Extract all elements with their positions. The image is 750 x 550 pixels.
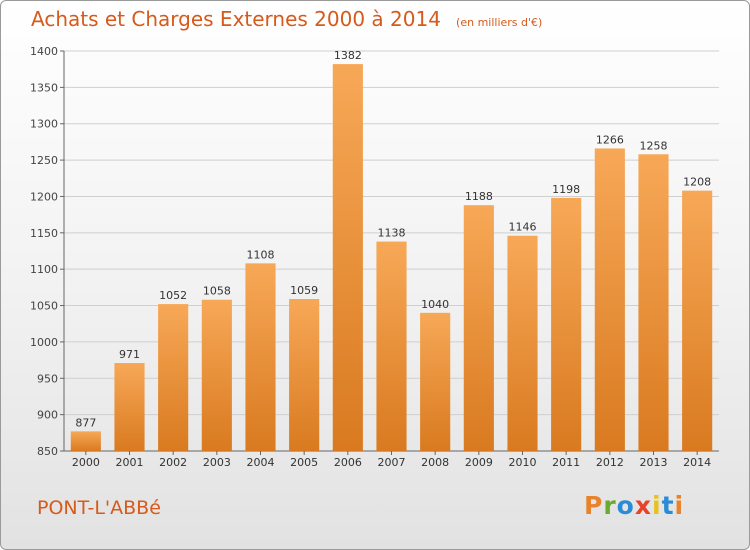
bar-2004 xyxy=(245,263,276,451)
x-tick-label: 2000 xyxy=(72,456,100,469)
bar-value-label: 1258 xyxy=(640,139,668,152)
bar-2000 xyxy=(70,431,101,451)
bar-value-label: 1108 xyxy=(247,248,275,261)
x-tick-label: 2013 xyxy=(640,456,668,469)
brand-logo: Proxiti xyxy=(584,491,685,520)
bar-2001 xyxy=(114,363,145,451)
x-tick-label: 2011 xyxy=(552,456,580,469)
chart-title-row: Achats et Charges Externes 2000 à 2014 (… xyxy=(31,7,542,31)
x-tick-label: 2005 xyxy=(290,456,318,469)
y-tick-label: 1200 xyxy=(30,190,58,203)
bar-value-label: 1052 xyxy=(159,289,187,302)
bar-2013 xyxy=(638,154,669,452)
y-tick-label: 900 xyxy=(37,409,58,422)
bar-2012 xyxy=(594,148,625,452)
bar-value-label: 1382 xyxy=(334,49,362,62)
x-tick-label: 2014 xyxy=(683,456,711,469)
bar-2002 xyxy=(158,304,189,451)
y-tick-label: 950 xyxy=(37,372,58,385)
y-tick-label: 1100 xyxy=(30,263,58,276)
y-tick-label: 1250 xyxy=(30,154,58,167)
x-tick-label: 2009 xyxy=(465,456,493,469)
bar-value-label: 1146 xyxy=(509,221,537,234)
place-name: PONT-L'ABBé xyxy=(37,497,161,519)
x-tick-label: 2001 xyxy=(116,456,144,469)
bar-2009 xyxy=(463,205,494,451)
y-tick-label: 1050 xyxy=(30,300,58,313)
y-tick-label: 1300 xyxy=(30,118,58,131)
bar-2007 xyxy=(376,241,407,451)
bar-2005 xyxy=(289,299,320,451)
bar-2003 xyxy=(201,299,232,451)
y-tick-label: 1000 xyxy=(30,336,58,349)
bar-value-label: 1198 xyxy=(552,183,580,196)
y-tick-label: 850 xyxy=(37,445,58,458)
bar-2014 xyxy=(682,190,713,452)
bar-2006 xyxy=(332,64,363,451)
x-tick-label: 2007 xyxy=(378,456,406,469)
bar-value-label: 971 xyxy=(119,348,140,361)
bar-value-label: 1188 xyxy=(465,190,493,203)
bar-value-label: 1138 xyxy=(378,227,406,240)
x-tick-label: 2008 xyxy=(421,456,449,469)
x-tick-label: 2003 xyxy=(203,456,231,469)
chart-title: Achats et Charges Externes 2000 à 2014 xyxy=(31,7,441,31)
x-tick-label: 2004 xyxy=(247,456,275,469)
bar-2008 xyxy=(420,312,451,451)
bar-value-label: 877 xyxy=(75,416,96,429)
y-tick-label: 1400 xyxy=(30,45,58,58)
x-tick-label: 2002 xyxy=(159,456,187,469)
bar-value-label: 1040 xyxy=(421,298,449,311)
x-tick-label: 2010 xyxy=(509,456,537,469)
y-tick-label: 1150 xyxy=(30,227,58,240)
y-tick-label: 1350 xyxy=(30,81,58,94)
chart-unit-note: (en milliers d'€) xyxy=(456,16,543,29)
x-tick-label: 2006 xyxy=(334,456,362,469)
x-tick-label: 2012 xyxy=(596,456,624,469)
bar-2011 xyxy=(551,197,582,451)
bar-value-label: 1058 xyxy=(203,285,231,298)
bar-value-label: 1208 xyxy=(683,176,711,189)
bar-value-label: 1266 xyxy=(596,133,624,146)
bar-2010 xyxy=(507,235,538,451)
bar-value-label: 1059 xyxy=(290,284,318,297)
